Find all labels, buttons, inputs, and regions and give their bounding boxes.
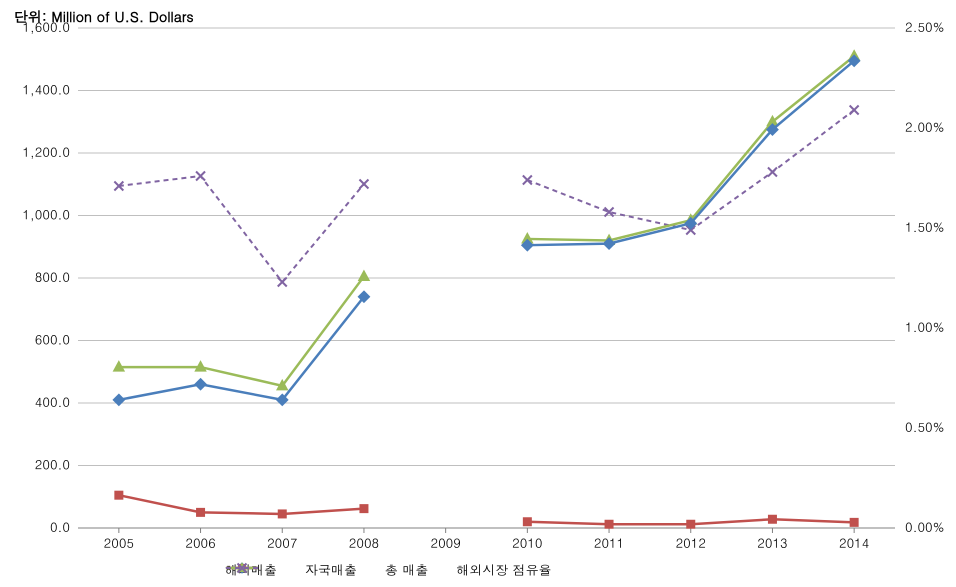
svg-text:2008: 2008: [349, 533, 379, 552]
svg-text:2012: 2012: [676, 533, 706, 552]
legend-label: 총 매출: [385, 560, 428, 579]
svg-text:0.00%: 0.00%: [905, 517, 945, 536]
svg-text:600.0: 600.0: [35, 330, 70, 349]
svg-text:2013: 2013: [757, 533, 787, 552]
svg-text:2009: 2009: [430, 533, 460, 552]
svg-text:2005: 2005: [104, 533, 134, 552]
legend-label: 해외시장 점유율: [456, 560, 551, 579]
svg-text:2010: 2010: [512, 533, 542, 552]
chart-container: 단위: Million of U.S. Dollars 0.0200.0400.…: [0, 0, 956, 587]
svg-text:1.50%: 1.50%: [905, 217, 945, 236]
legend-item-overseas-share: 해외시장 점유율: [456, 560, 551, 579]
svg-text:1,000.0: 1,000.0: [22, 205, 70, 224]
legend: 해외매출자국매출총 매출해외시장 점유율: [225, 560, 552, 579]
chart-svg: 0.0 200.0 400.0 600.0 800.0 1,000.0 1,200.0 1,4…: [0, 0, 956, 587]
svg-text:0.0: 0.0: [50, 517, 70, 536]
svg-text:1,400.0: 1,400.0: [22, 80, 70, 99]
svg-text:400.0: 400.0: [35, 392, 70, 411]
svg-text:2014: 2014: [839, 533, 869, 552]
svg-text:1,600.0: 1,600.0: [22, 17, 70, 36]
legend-item-total-sales: 총 매출: [385, 560, 428, 579]
svg-text:800.0: 800.0: [35, 267, 70, 286]
svg-text:2007: 2007: [267, 533, 297, 552]
svg-text:1,200.0: 1,200.0: [22, 142, 70, 161]
svg-text:2.50%: 2.50%: [905, 17, 945, 36]
legend-item-domestic-sales: 자국매출: [305, 560, 357, 579]
svg-text:2.00%: 2.00%: [905, 117, 945, 136]
legend-swatch: [225, 560, 259, 576]
svg-text:2006: 2006: [185, 533, 215, 552]
svg-text:200.0: 200.0: [35, 455, 70, 474]
svg-text:0.50%: 0.50%: [905, 417, 945, 436]
svg-text:1.00%: 1.00%: [905, 317, 945, 336]
legend-label: 자국매출: [305, 560, 357, 579]
svg-text:2011: 2011: [594, 533, 624, 552]
